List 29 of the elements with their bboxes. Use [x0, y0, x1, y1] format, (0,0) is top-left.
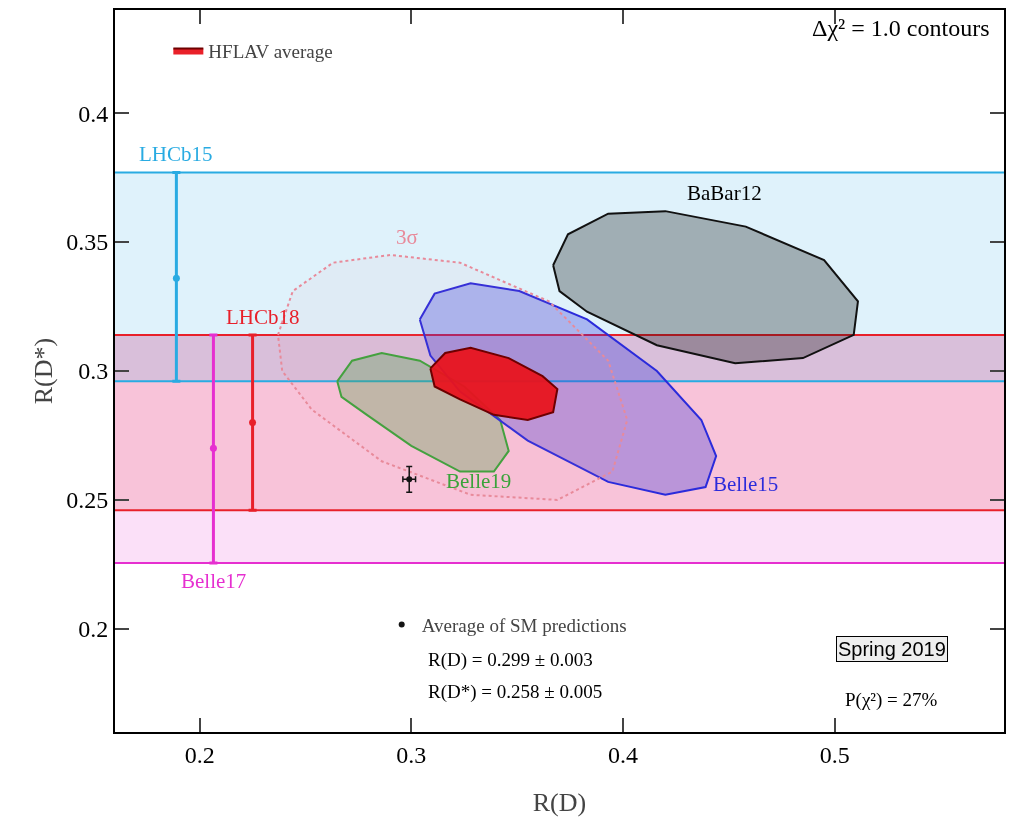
point [249, 419, 257, 427]
legend-label: Average of SM predictions [421, 614, 627, 636]
series-label: 3σ [396, 225, 418, 249]
x-tick-label: 0.2 [184, 741, 215, 768]
y-tick-label: 0.35 [66, 229, 109, 256]
x-tick-label: 0.3 [396, 741, 427, 768]
series-label: BaBar12 [687, 181, 762, 205]
annotation: R(D*) = 0.258 ± 0.005 [428, 681, 603, 703]
series-label: Belle19 [446, 469, 512, 493]
legend-label: HFLAV average [208, 40, 333, 62]
x-tick-label: 0.4 [608, 741, 638, 768]
y-tick-label: 0.4 [78, 100, 109, 127]
point [209, 444, 217, 452]
point [172, 274, 180, 282]
annotation: R(D) = 0.299 ± 0.003 [428, 649, 593, 671]
annotation: P(χ²) = 27% [845, 689, 938, 711]
x-tick-label: 0.5 [819, 741, 850, 768]
y-tick-label: 0.25 [66, 487, 109, 514]
x-axis-title: R(D) [532, 788, 587, 817]
series-label: Belle15 [713, 472, 779, 496]
text: Belle17 [181, 569, 247, 593]
annotation: Δχ² = 1.0 contours [812, 15, 990, 41]
text: LHCb18 [226, 305, 300, 329]
y-axis-title: R(D*) [29, 337, 58, 405]
y-tick-label: 0.3 [78, 358, 109, 385]
text: LHCb15 [139, 142, 213, 166]
point [406, 476, 413, 483]
y-tick-label: 0.2 [78, 616, 109, 643]
annotation: Spring 2019 [838, 638, 946, 660]
